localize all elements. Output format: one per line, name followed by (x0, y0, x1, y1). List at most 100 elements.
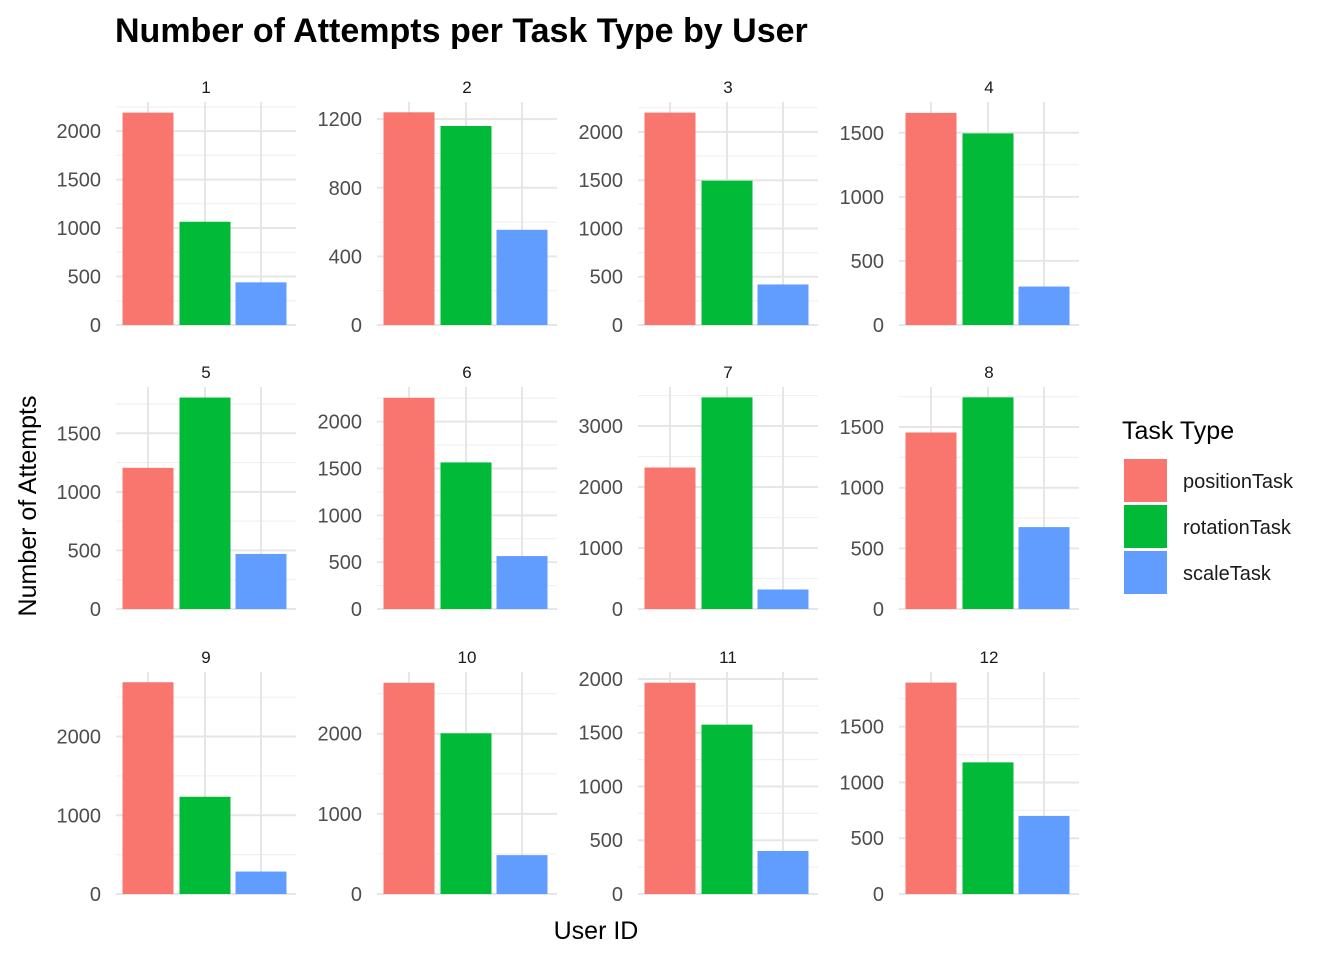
bar-scaleTask-user-9 (235, 871, 287, 894)
bar-positionTask-user-4 (905, 112, 957, 325)
bar-rotationTask-user-9 (179, 796, 231, 894)
bar-positionTask-user-3 (644, 112, 696, 325)
facet-strip-label: 9 (201, 648, 210, 667)
facet-strip-label: 3 (723, 78, 732, 97)
bar-scaleTask-user-4 (1018, 286, 1070, 325)
bar-rotationTask-user-4 (962, 133, 1014, 325)
y-tick-label: 2000 (579, 477, 624, 499)
y-tick-label: 2000 (57, 727, 102, 749)
chart-title: Number of Attempts per Task Type by User (115, 12, 808, 50)
bar-positionTask-user-6 (383, 397, 435, 609)
bar-scaleTask-user-8 (1018, 527, 1070, 609)
y-tick-label: 2000 (318, 724, 363, 746)
y-tick-label: 1500 (318, 458, 363, 480)
bar-scaleTask-user-5 (235, 553, 287, 609)
y-tick-label: 800 (329, 178, 362, 200)
y-tick-label: 2000 (57, 121, 102, 143)
bar-scaleTask-user-10 (496, 855, 548, 894)
y-tick-label: 500 (68, 540, 101, 562)
facet-panel-2: 0 400 800 1200 2 (318, 78, 557, 337)
y-tick-label: 1200 (318, 109, 363, 131)
facet-panel-10: 0 1000 2000 10 (318, 648, 557, 906)
y-tick-label: 0 (873, 599, 884, 621)
bar-rotationTask-user-7 (701, 397, 753, 609)
legend-key-positionTask (1124, 459, 1167, 502)
y-tick-label: 0 (873, 315, 884, 337)
facet-panel-1: 0 500 1000 1500 2000 1 (57, 78, 296, 337)
facet-panel-7: 0 1000 2000 3000 7 (579, 363, 818, 621)
y-tick-label: 500 (329, 552, 362, 574)
y-tick-label: 500 (851, 538, 884, 560)
y-tick-label: 0 (351, 599, 362, 621)
bar-rotationTask-user-10 (440, 733, 492, 894)
y-tick-label: 1000 (57, 805, 102, 827)
bar-rotationTask-user-3 (701, 180, 753, 325)
bar-rotationTask-user-8 (962, 397, 1014, 609)
facet-panel-8: 0 500 1000 1500 8 (840, 363, 1079, 621)
bar-scaleTask-user-3 (757, 284, 809, 325)
facet-panel-4: 0 500 1000 1500 4 (840, 78, 1079, 337)
bar-rotationTask-user-11 (701, 724, 753, 894)
y-tick-label: 0 (612, 884, 623, 906)
bar-rotationTask-user-2 (440, 126, 492, 325)
facet-panel-5: 0 500 1000 1500 5 (57, 363, 296, 621)
bar-rotationTask-user-6 (440, 462, 492, 609)
y-tick-label: 1000 (57, 482, 102, 504)
y-tick-label: 1000 (57, 218, 102, 240)
y-tick-label: 500 (851, 828, 884, 850)
y-tick-label: 0 (873, 884, 884, 906)
y-tick-label: 0 (612, 599, 623, 621)
y-tick-label: 400 (329, 246, 362, 268)
y-tick-label: 0 (351, 315, 362, 337)
bar-positionTask-user-9 (122, 682, 174, 894)
bar-scaleTask-user-7 (757, 589, 809, 609)
bar-positionTask-user-1 (122, 112, 174, 325)
bar-positionTask-user-8 (905, 432, 957, 609)
y-tick-label: 500 (590, 830, 623, 852)
bar-scaleTask-user-1 (235, 282, 287, 325)
legend: Task Type positionTask rotationTask scaleT… (1122, 417, 1294, 594)
y-tick-label: 1000 (579, 538, 624, 560)
y-tick-label: 1000 (579, 776, 624, 798)
bar-rotationTask-user-5 (179, 397, 231, 609)
y-tick-label: 1000 (840, 478, 885, 500)
legend-label-positionTask: positionTask (1183, 471, 1294, 493)
facet-strip-label: 11 (719, 648, 737, 667)
bar-positionTask-user-10 (383, 682, 435, 894)
y-tick-label: 2000 (579, 669, 624, 691)
y-tick-label: 1500 (840, 123, 885, 145)
y-tick-label: 1500 (57, 170, 102, 192)
y-tick-label: 0 (612, 315, 623, 337)
facet-strip-label: 2 (462, 78, 471, 97)
facet-panel-11: 0 500 1000 1500 2000 11 (579, 648, 818, 906)
bar-rotationTask-user-12 (962, 762, 1014, 894)
legend-label-rotationTask: rotationTask (1183, 517, 1292, 539)
legend-key-rotationTask (1124, 505, 1167, 548)
y-tick-label: 2000 (318, 412, 363, 434)
y-tick-label: 1000 (840, 772, 885, 794)
bar-scaleTask-user-11 (757, 850, 809, 894)
y-tick-label: 1500 (579, 170, 624, 192)
x-axis-title: User ID (554, 917, 639, 945)
legend-label-scaleTask: scaleTask (1183, 563, 1272, 585)
bar-rotationTask-user-1 (179, 221, 231, 325)
facet-strip-label: 1 (201, 78, 210, 97)
y-tick-label: 1500 (840, 417, 885, 439)
y-tick-label: 500 (851, 251, 884, 273)
bar-scaleTask-user-2 (496, 229, 548, 325)
facet-panel-3: 0 500 1000 1500 2000 3 (579, 78, 818, 337)
facet-panel-9: 0 1000 2000 9 (57, 648, 296, 906)
y-tick-label: 3000 (579, 416, 624, 438)
facet-strip-label: 4 (984, 78, 993, 97)
facet-strip-label: 12 (980, 648, 999, 667)
facet-strip-label: 6 (462, 363, 471, 382)
y-tick-label: 1500 (579, 723, 624, 745)
y-tick-label: 500 (68, 267, 101, 289)
bar-positionTask-user-11 (644, 682, 696, 894)
bar-positionTask-user-7 (644, 467, 696, 609)
bar-scaleTask-user-12 (1018, 815, 1070, 894)
y-tick-label: 0 (351, 884, 362, 906)
y-tick-label: 0 (90, 315, 101, 337)
y-tick-label: 2000 (579, 122, 624, 144)
